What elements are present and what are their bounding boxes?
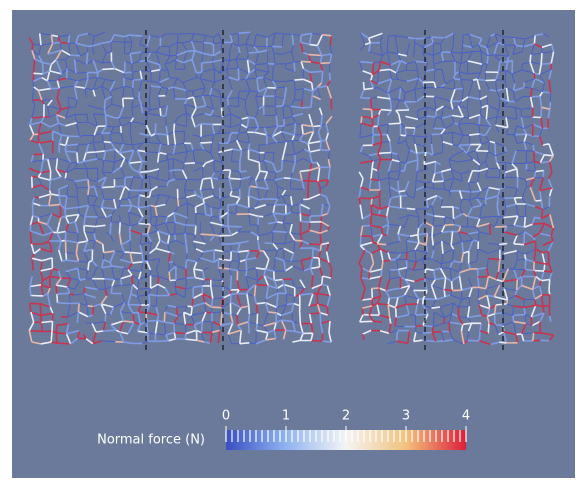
colorbar-title: Normal force (N) [97,433,205,448]
tick-label: 0 [222,409,230,424]
tick-label: 2 [342,409,350,424]
tick-label: 4 [462,409,470,424]
colorbar-minor-ticks [226,430,466,442]
tick-label: 1 [282,409,290,424]
page: Normal force (N) 01234 (() => { const da… [0,0,581,482]
visualization: Normal force (N) 0 1 2 3 4 [0,0,581,482]
tick-label: 3 [402,409,410,424]
